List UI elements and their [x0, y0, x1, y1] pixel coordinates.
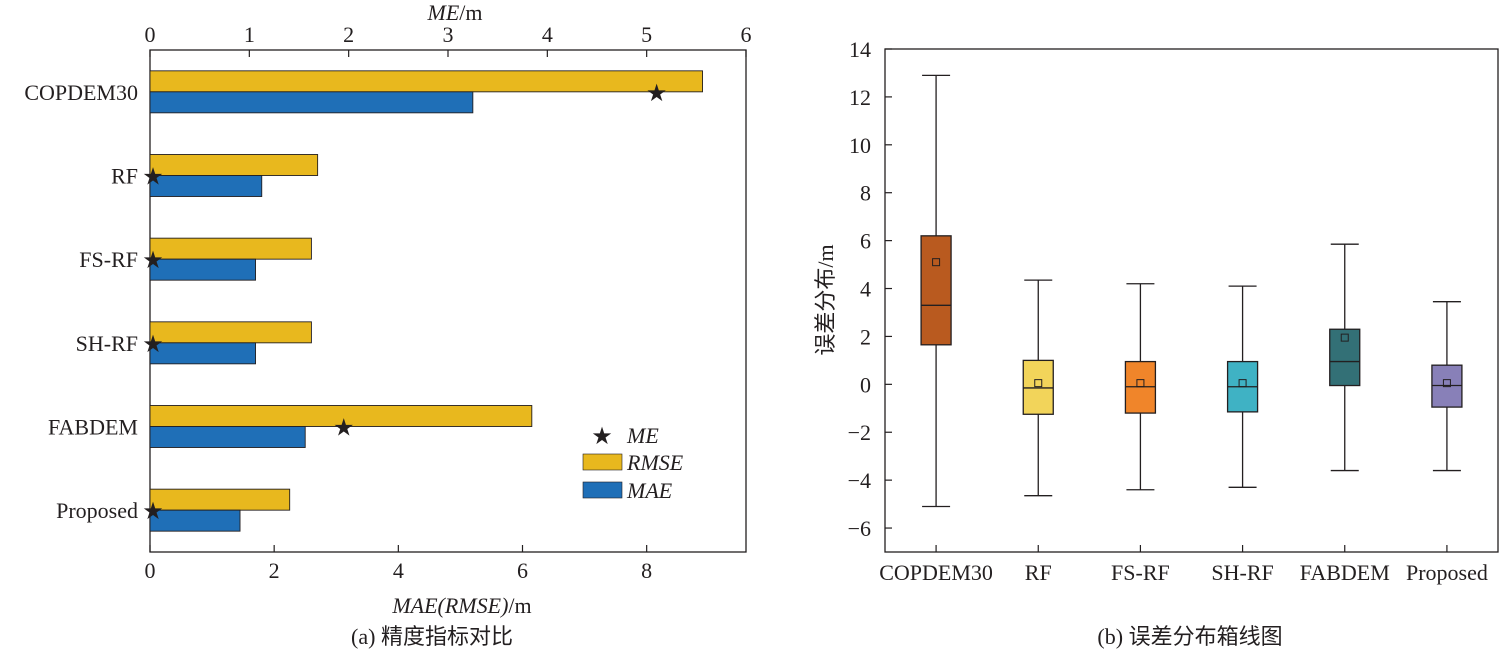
star-me-SH-RF: ★: [142, 332, 164, 358]
star-me-Proposed: ★: [142, 499, 164, 525]
category-label: RF: [1025, 560, 1052, 585]
x-top-tick-label: 6: [741, 22, 752, 47]
star-me-FABDEM: ★: [333, 416, 355, 442]
y-tick-label: 6: [860, 229, 871, 254]
x-axis-bottom-title-unit: /m: [508, 593, 531, 618]
star-me-FS-RF: ★: [142, 248, 164, 274]
y-axis-title: 误差分布/m: [813, 244, 838, 355]
accuracy-comparison-panel: ★ ★ ★ ★ ★ ★ 0 2 4 6 8 0 1 2 3 4 5 6 COPDEM30 RF FS-RF SH-R…: [24, 0, 751, 649]
category-label: COPDEM30: [24, 80, 138, 105]
x-bottom-tick-label: 2: [269, 558, 280, 583]
y-tick-label: −4: [848, 468, 871, 493]
bar-mae-SH-RF: [149, 342, 256, 365]
bar-mae-RF: [149, 175, 263, 197]
x-top-tick-label: 4: [542, 22, 553, 47]
caption-b: (b) 误差分布箱线图: [1097, 624, 1282, 649]
y-tick-label: −6: [848, 516, 871, 541]
bar-mae-COPDEM30: [149, 91, 474, 114]
y-tick-label: 8: [860, 181, 871, 206]
category-label: SH-RF: [76, 331, 138, 356]
bar-rmse-COPDEM30: [149, 70, 703, 93]
bar-rmse-Proposed: [149, 488, 291, 511]
x-bottom-tick-label: 0: [145, 558, 156, 583]
x-bottom-tick-label: 6: [517, 558, 528, 583]
bar-mae-Proposed: [149, 509, 241, 532]
y-tick-label: 0: [860, 372, 871, 397]
legend-label-rmse: RMSE: [626, 450, 684, 475]
y-tick-label: 10: [849, 133, 871, 158]
box-COPDEM30: [920, 235, 952, 346]
y-tick-label: 12: [849, 85, 871, 110]
mean-marker-FS-RF: [1136, 379, 1145, 388]
x-axis-top-title-unit: /m: [459, 0, 482, 25]
x-axis-top-title: ME/m: [427, 0, 483, 25]
box-FABDEM: [1329, 328, 1361, 387]
x-top-tick-label: 0: [145, 22, 156, 47]
error-boxplot-panel: −6 −4 −2 0 2 4 6 8 10 12 14 COPDEM30 RF FS-RF SH-RF FA…: [813, 37, 1499, 649]
bar-rmse-SH-RF: [149, 321, 312, 344]
category-label: FS-RF: [79, 247, 138, 272]
caption-a: (a) 精度指标对比: [351, 624, 513, 649]
mean-marker-COPDEM30: [932, 258, 941, 267]
category-label: Proposed: [56, 498, 138, 523]
category-label: FABDEM: [1300, 560, 1390, 585]
legend-swatch-mae: [582, 481, 623, 499]
legend: ★ ME RMSE MAE: [582, 423, 684, 503]
panel-a-plot-frame: [149, 49, 747, 553]
x-top-tick-label: 2: [343, 22, 354, 47]
category-label: SH-RF: [1211, 560, 1273, 585]
x-bottom-tick-label: 8: [641, 558, 652, 583]
y-tick-label: 4: [860, 277, 871, 302]
star-me-RF: ★: [142, 165, 164, 191]
legend-swatch-rmse: [582, 453, 623, 471]
mean-marker-SH-RF: [1238, 379, 1247, 388]
bar-mae-FABDEM: [149, 426, 306, 448]
x-bottom-tick-label: 4: [393, 558, 404, 583]
legend-label-mae: MAE: [626, 478, 673, 503]
bar-rmse-RF: [149, 154, 319, 176]
y-tick-label: −2: [848, 420, 871, 445]
mean-marker-RF: [1034, 379, 1043, 388]
legend-star-marker: ★: [591, 424, 613, 450]
category-label: FABDEM: [48, 415, 138, 440]
category-label: COPDEM30: [879, 560, 993, 585]
x-axis-bottom-title-main: MAE(RMSE): [391, 593, 508, 618]
x-axis-bottom-title: MAE(RMSE)/m: [391, 593, 531, 618]
legend-label-me: ME: [626, 423, 659, 448]
panel-b-plot-frame: [884, 48, 1499, 553]
x-top-tick-label: 5: [641, 22, 652, 47]
bar-mae-FS-RF: [149, 258, 256, 281]
category-label: RF: [111, 164, 138, 189]
star-me-COPDEM30: ★: [646, 81, 668, 107]
category-label: FS-RF: [1111, 560, 1170, 585]
y-tick-label: 14: [849, 37, 871, 62]
x-top-tick-label: 1: [244, 22, 255, 47]
y-tick-label: 2: [860, 324, 871, 349]
bar-rmse-FS-RF: [149, 237, 312, 260]
mean-marker-FABDEM: [1340, 333, 1349, 342]
x-axis-top-title-main: ME: [427, 0, 460, 25]
mean-marker-Proposed: [1442, 379, 1451, 388]
category-label: Proposed: [1406, 560, 1488, 585]
bar-rmse-FABDEM: [149, 405, 533, 427]
x-top-tick-label: 3: [443, 22, 454, 47]
